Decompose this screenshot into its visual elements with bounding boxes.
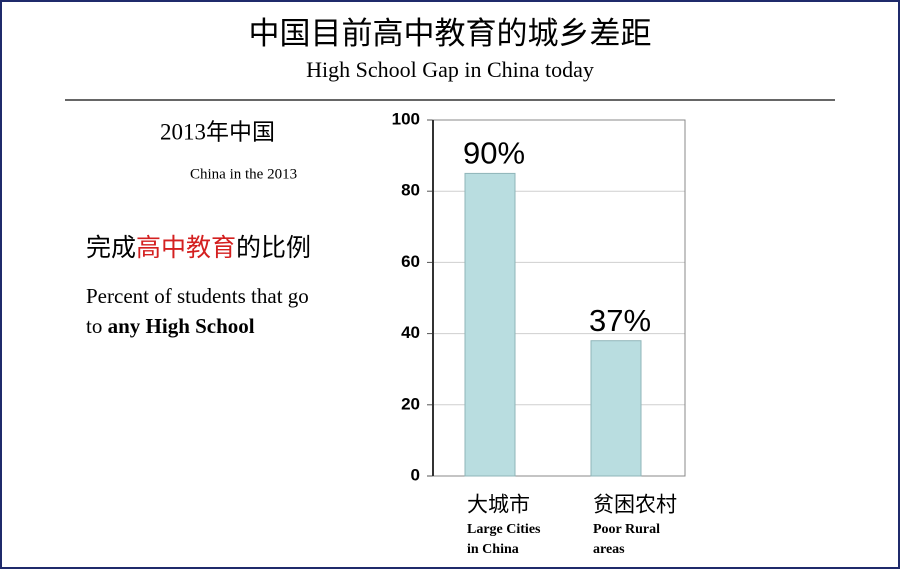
x-tick-note: Poor Rural <box>593 522 660 537</box>
bar <box>590 340 642 477</box>
label-zh-part: 的比例 <box>236 234 311 262</box>
y-tick-label: 20 <box>401 394 420 413</box>
subtitle: High School Gap in China today <box>306 57 594 82</box>
label-en-line: to any High School <box>86 314 255 338</box>
label-en-line: Percent of students that go <box>86 284 309 308</box>
y-tick-label: 80 <box>401 181 420 200</box>
x-tick-label: 大城市 <box>467 494 530 517</box>
x-tick-note: in China <box>467 542 519 557</box>
left-heading: 2013年中国 <box>160 119 275 144</box>
y-tick-label: 60 <box>401 252 420 271</box>
label-en-bold: any High School <box>108 314 255 338</box>
left-subheading: China in the 2013 <box>190 166 297 182</box>
label-zh-highlight: 高中教育 <box>136 234 236 262</box>
title: 中国目前高中教育的城乡差距 <box>249 16 652 51</box>
x-tick-note: areas <box>593 542 625 557</box>
y-tick-label: 40 <box>401 323 420 342</box>
y-tick-label: 100 <box>392 109 420 128</box>
label-zh-part: 完成 <box>86 234 136 262</box>
bar-annotation: 90% <box>463 136 525 171</box>
label-zh: 完成高中教育的比例 <box>86 234 311 262</box>
bar-annotation: 37% <box>589 303 651 338</box>
x-tick-note: Large Cities <box>467 522 541 537</box>
x-tick-label: 贫困农村 <box>593 494 677 517</box>
label-en-part: to <box>86 314 102 338</box>
bar <box>464 172 516 477</box>
y-tick-label: 0 <box>411 465 420 484</box>
